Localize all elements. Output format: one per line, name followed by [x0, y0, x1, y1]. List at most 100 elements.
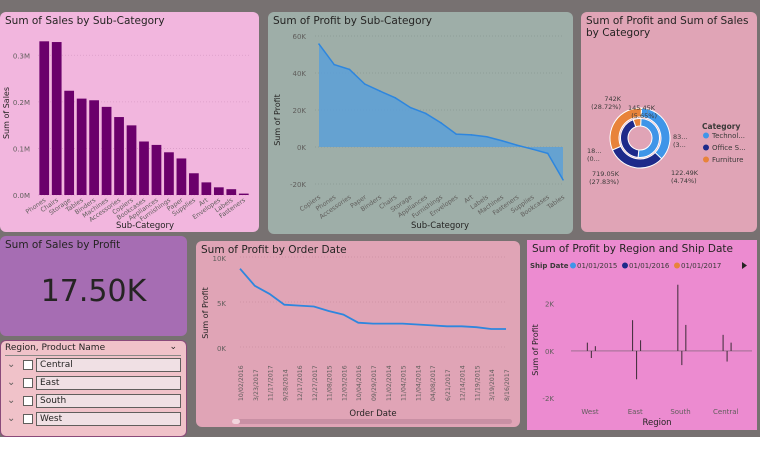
data-point — [501, 139, 503, 142]
bar — [139, 141, 149, 195]
legend-label: 01/01/2016 — [629, 262, 670, 270]
donut-slice — [609, 107, 643, 151]
leader-line — [646, 109, 649, 115]
checkbox[interactable] — [23, 360, 33, 370]
data-point — [516, 144, 519, 147]
checkbox[interactable] — [23, 414, 33, 424]
data-label: (5.65%) — [631, 112, 657, 120]
x-tick-label: 9/28/2014 — [282, 369, 289, 401]
x-tick-label: 12/03/2016 — [341, 365, 348, 401]
column-bar — [636, 350, 638, 380]
profit-line-chart[interactable]: 10K 5K 0K 10/02/2016 3/23/2017 11/17/2017 9/28… — [196, 241, 520, 427]
horizontal-scrollbar[interactable] — [232, 419, 512, 424]
y-axis-title: Sum of Profit — [273, 94, 282, 146]
bar — [114, 117, 124, 195]
data-label: 83... — [673, 133, 687, 141]
profit-by-subcategory-card[interactable]: Sum of Profit by Sub-Category 60K 40K 20K 0… — [268, 12, 573, 234]
x-tick-label: 12/14/2014 — [460, 365, 467, 401]
y-tick-label: 0.1M — [13, 145, 30, 153]
chevron-down-icon[interactable]: ⌄ — [169, 342, 177, 352]
data-point — [485, 135, 488, 138]
y-tick-label: 2K — [545, 301, 554, 309]
y-axis-title: Sum of Profit — [531, 324, 540, 376]
column-bar — [685, 324, 687, 351]
expand-chevron-icon[interactable]: ⌄ — [7, 359, 16, 370]
y-tick-label: 20K — [293, 107, 307, 115]
slicer-row-west[interactable]: ⌄ West — [5, 412, 183, 427]
expand-chevron-icon[interactable]: ⌄ — [7, 413, 16, 424]
x-tick-label: 11/17/2017 — [268, 365, 275, 401]
data-label: (3... — [673, 141, 686, 149]
column-bar — [726, 350, 728, 362]
x-tick-label: 11/19/2015 — [474, 365, 481, 401]
expand-chevron-icon[interactable]: ⌄ — [7, 395, 16, 406]
y-tick-label: 5K — [217, 300, 226, 308]
x-axis-title: Sub-Category — [411, 221, 469, 231]
x-tick-label: 11/04/2014 — [415, 365, 422, 401]
column-bar — [640, 340, 642, 351]
x-tick-label: 8/16/2017 — [504, 369, 511, 401]
card-title: Sum of Profit by Sub-Category — [273, 15, 433, 27]
area-fill — [319, 44, 563, 180]
column-bar — [722, 334, 724, 351]
data-label: 719.05K — [592, 170, 620, 178]
profit-by-region-card[interactable]: Sum of Profit by Region and Ship Date 2K… — [527, 240, 757, 430]
data-point — [333, 63, 336, 66]
kpi-value: 17.50K — [40, 274, 147, 309]
donut-slice — [632, 118, 642, 128]
data-label: (4.74%) — [671, 177, 697, 185]
column-bar — [632, 320, 634, 351]
region-column-chart[interactable]: 2K 0K -2K West East South Central Ship Date 01/0… — [527, 240, 757, 430]
category-donut-chart[interactable]: 145.45K(5.65%) 83...(3... 122.49K(4.74%) 71… — [581, 12, 757, 232]
slicer-row-east[interactable]: ⌄ East — [5, 376, 183, 391]
data-point — [440, 122, 442, 124]
sales-bar-chart[interactable]: 0.3M0.2M0.1M0.0MPhonesChairsStorageTable… — [0, 12, 259, 232]
column-bar — [590, 350, 592, 358]
slicer-item-label: East — [36, 376, 181, 390]
data-label: (28.72%) — [591, 103, 621, 111]
profit-area-chart[interactable]: 60K40K20K0K-20KCopiersPhonesAccessoriesP… — [268, 12, 573, 234]
legend-marker — [703, 156, 709, 163]
profit-sales-category-card[interactable]: Sum of Profit and Sum of Sales by Catego… — [581, 12, 757, 232]
legend-label: 01/01/2017 — [681, 262, 721, 270]
x-tick-label: 11/04/2015 — [401, 365, 408, 401]
checkbox[interactable] — [23, 396, 33, 406]
bar — [201, 182, 212, 195]
x-tick-label: 11/02/2014 — [386, 365, 393, 401]
slicer-dropdown[interactable]: Region, Product Name ⌄ — [5, 342, 181, 356]
data-point — [409, 106, 412, 109]
data-label: 18... — [587, 147, 601, 155]
kpi-card[interactable]: Sum of Sales by Profit 17.50K — [0, 236, 187, 336]
data-point — [455, 133, 458, 135]
sales-by-subcategory-card[interactable]: Sum of Sales by Sub-Category 0.3M 0.2M 0.1… — [0, 12, 259, 232]
y-tick-label: 0K — [545, 348, 554, 356]
bar — [64, 90, 75, 195]
legend-label: Office S... — [712, 144, 746, 152]
bar — [151, 144, 162, 195]
x-tick-label: 04/08/2017 — [430, 365, 437, 401]
x-tick-label: 12/27/2017 — [312, 365, 319, 401]
series-line — [239, 268, 506, 330]
bar — [51, 42, 62, 195]
data-label: 145.45K — [628, 104, 656, 112]
card-title: Sum of Profit by Region and Ship Date — [532, 243, 733, 255]
data-point — [562, 178, 564, 181]
legend-next-arrow-icon — [742, 262, 747, 269]
profit-by-order-date-card[interactable]: Sum of Profit by Order Date 10K 5K 0K 10/02… — [196, 241, 520, 427]
bar — [101, 106, 112, 195]
y-tick-label: 0.3M — [13, 52, 30, 60]
x-tick-label: 10/04/2016 — [356, 365, 363, 401]
region-product-slicer[interactable]: Region, Product Name ⌄ ⌄ Central ⌄ East … — [0, 340, 187, 437]
slicer-row-central[interactable]: ⌄ Central — [5, 358, 183, 373]
expand-chevron-icon[interactable]: ⌄ — [7, 377, 16, 388]
x-tick-label: Central — [713, 408, 739, 416]
x-tick-label: 11/08/2015 — [327, 365, 334, 401]
scrollbar-thumb[interactable] — [232, 419, 240, 424]
x-tick-label: West — [581, 408, 598, 416]
y-tick-label: 0K — [297, 144, 306, 152]
bar — [189, 173, 199, 195]
data-point — [470, 134, 473, 136]
card-title: Sum of Sales by Profit — [5, 239, 121, 251]
slicer-row-south[interactable]: ⌄ South — [5, 394, 183, 409]
checkbox[interactable] — [23, 378, 33, 388]
